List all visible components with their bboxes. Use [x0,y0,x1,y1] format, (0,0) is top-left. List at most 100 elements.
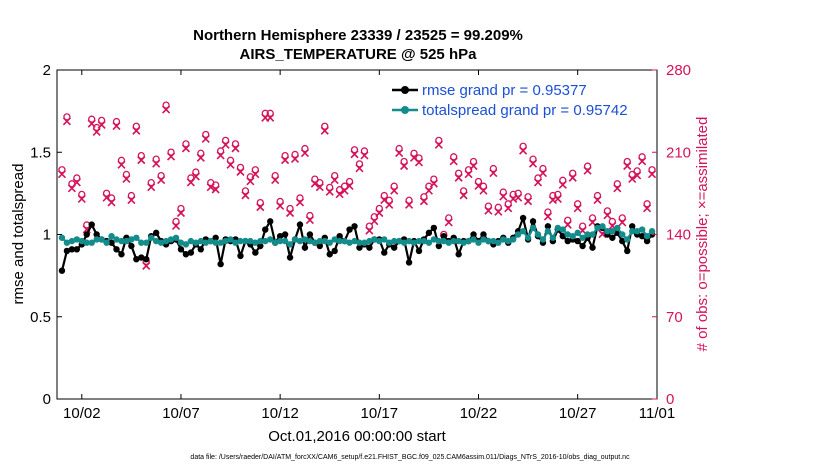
obs-count-point [171,217,181,230]
spread-point [534,231,542,238]
spread-point [331,236,338,243]
spread-point [88,239,95,246]
x-tick: 10/12 [261,70,299,422]
obs-count-point [181,140,190,153]
obs-count-point [335,186,344,199]
rmse-point [609,234,616,241]
legend: rmse grand pr = 0.95377 totalspread gran… [388,77,650,122]
rmse-point [281,231,289,238]
obs-count-point [330,171,339,185]
rmse-point [286,254,294,261]
rmse-point [346,226,353,233]
spread-point [197,237,205,245]
x-tick-label: 10/17 [361,405,399,422]
spread-point [505,237,512,245]
obs-count-point [117,156,126,169]
rmse-point [415,247,423,255]
obs-count-point [414,154,424,167]
spread-point [420,237,428,245]
obs-count-point [271,171,280,185]
obs-count-point [405,196,414,209]
x-tick-label: 10/02 [63,405,101,422]
obs-count-point [201,130,210,144]
spread-point [162,237,170,245]
spread-point [157,239,165,246]
rmse-point [93,231,100,238]
spread-point [564,231,571,238]
obs-count-point [568,169,577,182]
obs-count-point [479,182,488,195]
x-axis-label: Oct.01,2016 00:00:00 start [268,428,446,445]
rmse-point [470,231,477,238]
y-right-tick: 70 [652,309,683,326]
obs-count-point [226,156,235,169]
chart-title: Northern Hemisphere 23339 / 23525 = 99.2… [193,27,523,44]
spread-point [143,239,150,246]
x-tick: 10/27 [559,70,596,422]
y-tick-label: 0.5 [30,309,51,326]
obs-count-point [454,169,463,182]
spread-point [386,239,393,246]
spread-point [470,236,477,243]
obs-count-point [256,198,265,212]
obs-count-point [563,216,572,229]
obs-count-point [295,194,305,207]
chart-subtitle: AIRS_TEMPERATURE @ 525 hPa [240,46,478,63]
obs-count-point [97,116,106,129]
obs-count-point [613,180,622,193]
spread-point [519,228,527,235]
obs-count-point [464,166,473,179]
obs-count-point [176,204,186,218]
obs-count-point [166,148,176,161]
y-axis-label: rmse and totalspread [10,164,27,305]
spread-point [599,223,606,230]
spread-point [133,234,140,241]
spread-point [395,237,403,245]
spread-point [490,237,497,245]
spread-point [381,236,388,243]
legend-rmse-marker [401,86,409,94]
obs-count-point [390,182,399,195]
rmse-point [643,237,651,245]
spread-point [410,239,418,246]
rmse-point [118,251,125,258]
spread-point [405,237,413,245]
obs-count-point [276,197,285,211]
obs-count-point [633,167,642,180]
rmse-point [187,249,195,256]
rmse-point [619,237,626,245]
obs-count-point [524,193,533,206]
rmse-point [435,242,443,250]
spread-point [480,236,487,243]
spread-point [430,236,438,243]
spread-point [242,237,249,245]
obs-count-point [593,191,602,205]
rmse-point [326,251,333,258]
spread-point [341,237,348,245]
spread-point [103,239,110,246]
y-right-tick-label: 140 [666,227,691,244]
obs-count-point [528,155,538,168]
spread-point [574,229,581,237]
spread-point [182,241,190,248]
rmse-point [480,231,487,238]
rmse-point [425,229,433,237]
rmse-point [128,242,135,250]
spread-point [286,241,294,248]
obs-count-series [57,101,657,270]
x-tick: 10/22 [460,70,497,422]
rmse-point [63,247,71,255]
spread-point [237,237,244,245]
obs-count-point [320,122,329,135]
rmse-point [257,242,264,250]
spread-point [425,239,433,246]
spread-point [217,239,224,246]
obs-count-point [489,164,498,178]
spread-point [108,232,115,240]
spread-point [589,231,596,238]
obs-count-point [231,140,240,153]
spread-point [98,236,105,243]
obs-count-point [459,187,468,200]
spread-point [624,236,631,243]
spread-point [609,228,616,235]
